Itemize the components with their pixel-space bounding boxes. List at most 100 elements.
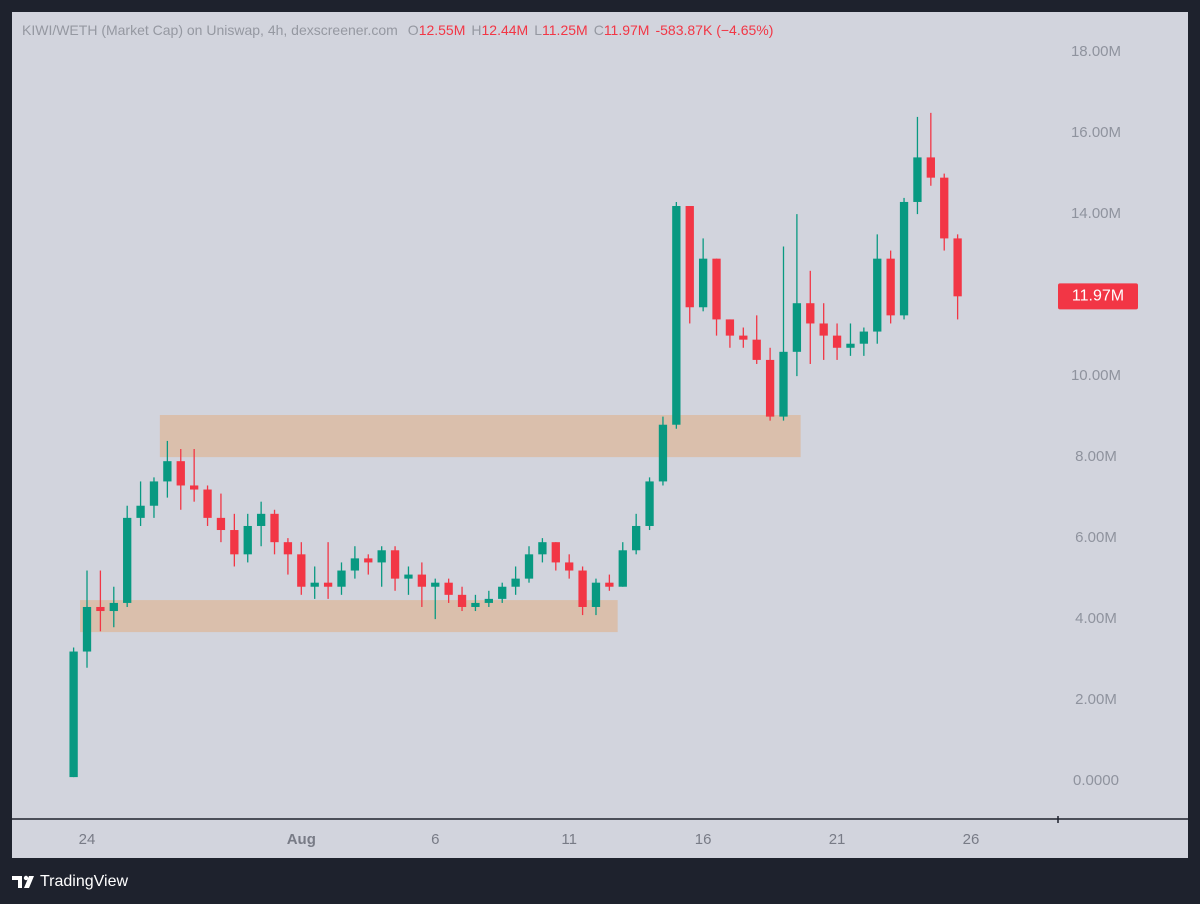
logo-part — [23, 875, 29, 881]
candle-body — [136, 505, 145, 518]
candle-body — [498, 586, 507, 599]
candle-body — [270, 513, 279, 543]
candle-body — [310, 582, 319, 587]
candle-body — [256, 513, 266, 526]
ohlc-label: H — [471, 22, 482, 38]
ohlc-value: 12.55M — [418, 22, 466, 38]
last-price-label: 11.97M — [1072, 288, 1124, 305]
candle-body — [913, 157, 922, 202]
candle-body — [725, 319, 735, 336]
y-tick-label: 16.00M — [1071, 124, 1121, 141]
candle-body — [511, 578, 520, 587]
candle-body — [591, 582, 601, 607]
candle-body — [323, 582, 333, 587]
logo-part — [12, 876, 22, 888]
candle-body — [645, 481, 654, 526]
candle-body — [739, 335, 748, 340]
candle-body — [712, 258, 721, 320]
candle-body — [337, 570, 346, 587]
candle-body — [216, 517, 226, 531]
candle-body — [377, 550, 386, 563]
candle-body — [417, 574, 427, 587]
candle-body — [364, 558, 373, 563]
header-change: -583.87K (−4.65%) — [655, 22, 774, 38]
y-tick-label: 6.00M — [1075, 529, 1117, 546]
candle-body — [551, 542, 560, 563]
candle-body — [605, 582, 614, 587]
candle-body — [283, 542, 293, 555]
candle-body — [471, 602, 480, 607]
candle-body — [96, 606, 105, 612]
candle-body — [444, 582, 453, 595]
candle-body — [524, 554, 534, 579]
candle-body — [123, 517, 132, 603]
x-tick-label: 21 — [829, 831, 846, 848]
candle-body — [565, 562, 574, 571]
candle-body — [203, 489, 212, 518]
candle-body — [806, 303, 815, 324]
candle-body — [149, 481, 159, 506]
candle-body — [69, 651, 78, 778]
candle-body — [297, 554, 306, 587]
candle-body — [899, 201, 909, 316]
candle-body — [176, 461, 185, 486]
logo-part — [24, 876, 34, 888]
chart-header: KIWI/WETH (Market Cap) on Uniswap, 4h, d… — [22, 22, 779, 38]
candle-body — [632, 525, 641, 551]
x-tick-label: 6 — [431, 831, 439, 848]
candle-body — [404, 574, 413, 579]
candle-body — [190, 485, 199, 490]
y-tick-label: 4.00M — [1075, 610, 1117, 627]
candle-body — [832, 335, 842, 348]
candle-body — [752, 339, 761, 360]
candle-body — [230, 530, 239, 555]
candle-body — [618, 550, 627, 587]
x-tick-label: Aug — [287, 831, 316, 848]
last-price-badge — [1058, 283, 1138, 310]
candle-body — [538, 542, 547, 555]
tradingview-logo — [12, 875, 34, 888]
ohlc-label: O — [407, 22, 419, 38]
ohlc-value: 12.44M — [481, 22, 529, 38]
candle-body — [658, 424, 668, 482]
candle-body — [457, 594, 467, 607]
x-tick-label: 26 — [963, 831, 980, 848]
candle-body — [578, 570, 587, 607]
candle-body — [82, 606, 92, 652]
candle-body — [672, 206, 681, 425]
candle-body — [163, 461, 172, 482]
y-tick-label: 18.00M — [1071, 43, 1121, 60]
candle-body — [109, 602, 118, 612]
zone — [159, 415, 801, 458]
zone — [80, 600, 618, 633]
y-tick-label: 14.00M — [1071, 205, 1121, 222]
y-tick-label: 8.00M — [1075, 448, 1117, 465]
candle-body — [765, 359, 775, 417]
ohlc-label: L — [534, 22, 543, 38]
x-tick-label: 24 — [79, 831, 96, 848]
candle-body — [685, 206, 694, 308]
plot: 0.00002.00M4.00M6.00M8.00M10.00M12.00M14… — [69, 43, 1138, 848]
ohlc-value: 11.25M — [542, 22, 588, 38]
candle-body — [940, 177, 949, 239]
candle-body — [819, 323, 828, 336]
candle-body — [859, 331, 869, 344]
ohlc-label: C — [593, 22, 604, 38]
candle-body — [484, 598, 493, 603]
y-tick-label: 2.00M — [1075, 691, 1117, 708]
footer-brand: TradingView — [40, 873, 128, 890]
candle-body — [953, 238, 962, 297]
candle-body — [846, 343, 855, 348]
candle-body — [431, 582, 440, 587]
candle-body — [698, 258, 708, 308]
y-tick-label: 0.0000 — [1073, 772, 1119, 789]
candle-body — [243, 525, 252, 555]
candle-body — [792, 303, 802, 352]
candle-body — [873, 258, 882, 332]
header-source: KIWI/WETH (Market Cap) on Uniswap, 4h, d… — [22, 22, 398, 38]
ohlc-value: 11.97M — [603, 22, 650, 38]
candle-body — [886, 258, 895, 316]
candle-body — [779, 351, 788, 417]
